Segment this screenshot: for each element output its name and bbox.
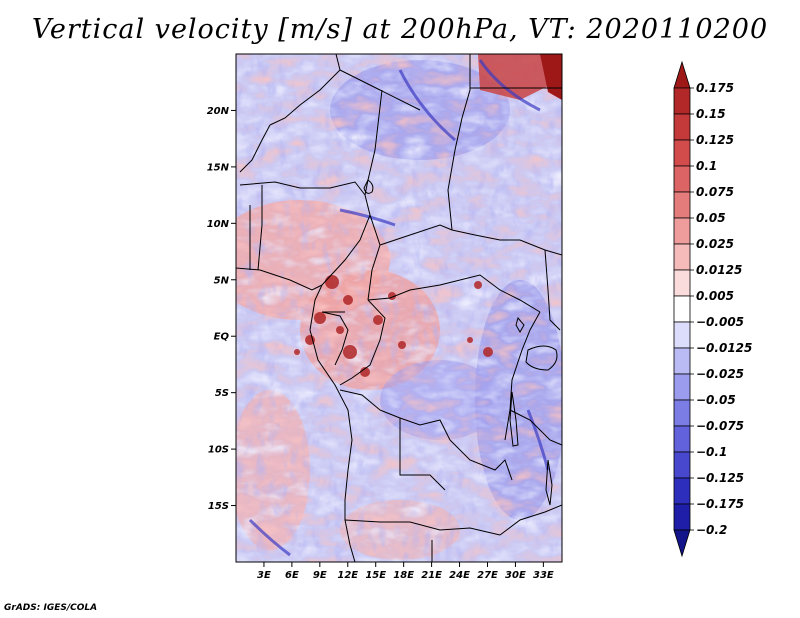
boundary-angola-namibia [344, 519, 501, 536]
vertical-velocity-field [236, 54, 562, 562]
lon-tick-label: 15E [365, 570, 386, 581]
lat-tick-label: EQ [214, 332, 230, 343]
lat-tick-label: 15N [207, 162, 230, 173]
colorbar-label: −0.075 [696, 419, 744, 433]
lon-tick-label: 21E [421, 570, 442, 581]
boundary-gabon-congo [321, 311, 349, 366]
colorbar-swatch [673, 425, 691, 453]
colorbar-label: 0.05 [696, 211, 726, 225]
lat-tick-label: 10S [208, 445, 229, 456]
lake-chad [363, 179, 374, 194]
latitude-axis: 20N 15N 10N 5N EQ 5S 10S 15S [207, 106, 236, 512]
colorbar-swatch [673, 191, 691, 219]
colorbar-swatch [673, 529, 691, 558]
boundary-car-north [379, 224, 453, 246]
map-title: Vertical velocity [m/s] at 200hPa, VT: 2… [31, 14, 769, 45]
boundary-car-south [367, 279, 461, 301]
colorbar-swatch [673, 269, 691, 297]
boundary-mali-niger [239, 124, 271, 173]
grads-credit: GrADS: IGES/COLA [4, 603, 98, 613]
boundary-congo-drc [339, 299, 386, 386]
lake-victoria [525, 345, 558, 371]
colorbar-label: 0.025 [696, 237, 734, 251]
colorbar-label: −0.175 [696, 497, 744, 511]
colorbar-label: −0.125 [696, 471, 744, 485]
boundary-libya-egypt [461, 54, 471, 119]
colorbar-label: 0.005 [696, 289, 734, 303]
boundary-chad-east [447, 117, 463, 231]
boundary-drc-east [504, 311, 541, 441]
colorbar-label: −0.1 [696, 445, 727, 459]
colorbar-label: 0.125 [696, 133, 734, 147]
colorbar-label: −0.005 [696, 315, 744, 329]
country-boundaries [236, 54, 562, 562]
boundary-benin-nigeria [257, 185, 263, 271]
field-strong-blue-streaks [248, 59, 550, 557]
lon-tick-label: 30E [505, 570, 526, 581]
lake-malawi [545, 459, 553, 506]
lat-tick-label: 5S [215, 388, 229, 399]
colorbar-swatch [673, 139, 691, 167]
colorbar-swatch [673, 321, 691, 349]
colorbar-label: −0.2 [696, 523, 727, 537]
boundary-drc-zambia [449, 439, 513, 481]
colorbar-swatch [673, 399, 691, 427]
colorbar-swatch [673, 217, 691, 245]
field-strong-red-cells [294, 275, 493, 377]
colorbar-swatch [673, 113, 691, 141]
colorbar-swatch [673, 243, 691, 271]
colorbar-swatch [673, 373, 691, 401]
colorbar-label: 0.075 [696, 185, 734, 199]
field-noise-b [236, 54, 562, 562]
colorbar-label: 0.1 [696, 159, 717, 173]
boundary-africa-west-coast [309, 284, 356, 562]
lat-tick-label: 15S [208, 501, 229, 512]
boundary-kenya-uganda [544, 249, 561, 331]
lat-tick-label: 10N [207, 219, 230, 230]
colorbar-swatch [673, 87, 691, 115]
lon-tick-label: 6E [285, 570, 299, 581]
colorbar-label: 0.15 [696, 107, 726, 121]
boundary-cameroon-car [367, 214, 381, 301]
boundary-libya-chad [339, 69, 421, 111]
colorbar-swatch [673, 60, 691, 89]
lake-tanganyika [509, 391, 519, 447]
colorbar: 0.175 0.15 0.125 0.1 0.075 0.05 0.025 0.0125 0.0… [673, 60, 752, 558]
colorbar-label: −0.05 [696, 393, 736, 407]
boundary-ss-drc [459, 274, 541, 313]
boundary-algeria-libya [269, 54, 341, 126]
boundary-niger-nigeria [239, 181, 366, 196]
colorbar-label: 0.0125 [696, 263, 742, 277]
boundary-tanzania [509, 409, 562, 446]
colorbar-label: −0.0125 [696, 341, 752, 355]
boundary-angola-zambia [399, 418, 446, 491]
longitude-axis: 3E 6E 9E 12E 15E 18E 21E 24E 27E 30E 33E [257, 562, 554, 581]
lat-tick-label: 20N [207, 106, 230, 117]
colorbar-swatch [673, 295, 691, 323]
colorbar-swatch [673, 503, 691, 531]
boundary-zambia-zim [499, 504, 562, 536]
boundary-coast-gulf [236, 267, 323, 291]
colorbar-swatch [673, 347, 691, 375]
lon-tick-label: 33E [533, 570, 554, 581]
lon-tick-label: 27E [477, 570, 498, 581]
lon-tick-label: 24E [449, 570, 470, 581]
lake-albert [515, 316, 525, 334]
colorbar-label: −0.025 [696, 367, 744, 381]
colorbar-label: 0.175 [696, 81, 734, 95]
lat-tick-label: 5N [214, 275, 230, 286]
colorbar-swatch [673, 451, 691, 479]
map-frame [235, 53, 563, 563]
boundary-nigeria-cameroon [321, 194, 371, 286]
boundary-niger-chad [364, 89, 383, 196]
lakes [363, 179, 558, 506]
lon-tick-label: 9E [313, 570, 327, 581]
colorbar-swatch [673, 477, 691, 505]
lon-tick-label: 12E [337, 570, 358, 581]
lon-tick-label: 3E [257, 570, 271, 581]
colorbar-swatch [673, 165, 691, 193]
lon-tick-label: 18E [393, 570, 414, 581]
boundary-sudan-ss [451, 229, 562, 256]
